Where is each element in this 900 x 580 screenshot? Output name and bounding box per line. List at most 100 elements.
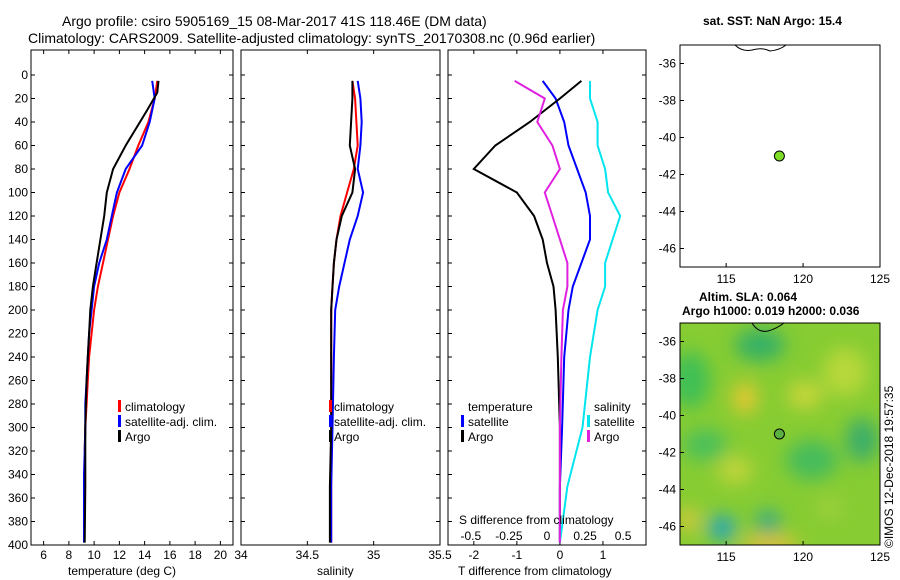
sla-y-tick-label: -46 (659, 520, 677, 534)
legend-t-satellite: satellite (468, 415, 509, 429)
y-tick-label: 220 (8, 327, 28, 341)
legend-swatch (329, 430, 332, 442)
sla-blob (756, 510, 780, 534)
sla-blob (717, 456, 753, 484)
sla-x-tick-label: 115 (717, 550, 736, 564)
legend-swatch (461, 430, 464, 442)
sst-map-plot: 115 120 125 -36 -38 -40 -42 -44 -46 (659, 57, 891, 287)
difference-plot: -2 -1 0 1 -0.5 -0.25 0 0.25 0.5 (448, 50, 646, 562)
s-diff-tick-label: 0.25 (573, 529, 597, 543)
series-line-t-satellite (541, 80, 591, 543)
sla-map-title2: Argo h1000: 0.019 h2000: 0.036 (682, 304, 860, 318)
sst-y-tick-label: -38 (659, 94, 677, 108)
sst-y-tick-label: -40 (659, 131, 677, 145)
legend-swatch (587, 415, 590, 427)
coastline (751, 323, 785, 332)
sla-blob (680, 508, 700, 532)
y-tick-label: 80 (15, 162, 29, 176)
legend-swatch (118, 430, 121, 442)
argo-position-marker (773, 428, 785, 440)
series-line-s-satellite (558, 80, 622, 543)
series-line-satellite-adj-clim- (330, 80, 365, 543)
y-tick-label: 120 (8, 209, 28, 223)
y-tick-label: 320 (8, 444, 28, 458)
x-tick-label: 12 (113, 548, 127, 562)
x-tick-label: -2 (468, 548, 479, 562)
sla-x-tick-label: 120 (793, 550, 813, 564)
legend-swatch (461, 415, 464, 427)
s-diff-tick-label: -0.5 (461, 529, 482, 543)
y-tick-label: 0 (21, 68, 28, 82)
y-tick-label: 360 (8, 491, 28, 505)
legend-t-argo: Argo (468, 430, 494, 444)
temperature-panel (30, 49, 234, 546)
sla-blob (846, 418, 878, 462)
x-tick-label: 0 (557, 548, 564, 562)
sla-y-tick-label: -40 (659, 409, 677, 423)
sst-x-tick-label: 115 (717, 272, 736, 286)
sla-y-tick-label: -44 (659, 483, 677, 497)
x-tick-label: 6 (40, 548, 47, 562)
sla-blob (683, 429, 727, 461)
x-tick-label: 34.5 (296, 548, 320, 562)
sla-map-title1: Altim. SLA: 0.064 (699, 290, 797, 304)
sla-blobs (680, 329, 878, 545)
salinity-xlabel: salinity (317, 564, 354, 578)
legend-argo: Argo (125, 430, 151, 444)
y-tick-label: 140 (8, 233, 28, 247)
y-tick-label: 100 (8, 186, 28, 200)
y-tick-label: 260 (8, 374, 28, 388)
salinity-legend: climatology satellite-adj. clim. Argo (329, 400, 426, 444)
legend-swatch (587, 430, 590, 442)
series-line-argo (83, 80, 160, 543)
legend-climatology: climatology (334, 400, 394, 414)
y-tick-label: 40 (15, 115, 29, 129)
s-diff-xlabel: S difference from climatology (459, 513, 614, 527)
legend-argo: Argo (334, 430, 360, 444)
t-diff-xlabel: T difference from climatology (458, 564, 612, 578)
sla-heatmap (680, 323, 880, 545)
legend-salinity-header: salinity (594, 400, 631, 414)
x-tick-label: 14 (138, 548, 152, 562)
x-tick-label: 18 (188, 548, 202, 562)
y-tick-label: 380 (8, 515, 28, 529)
sla-blob (816, 496, 844, 520)
y-tick-label: 280 (8, 397, 28, 411)
legend-swatch (118, 400, 121, 412)
sst-map-coast (734, 45, 787, 52)
legend-climatology: climatology (125, 400, 185, 414)
sla-blob (786, 440, 838, 480)
x-tick-label: 34 (234, 548, 248, 562)
sla-y-tick-label: -36 (659, 335, 677, 349)
y-tick-label: 300 (8, 421, 28, 435)
sst-y-tick-label: -46 (659, 242, 677, 256)
salinity-plot: 34 34.5 35 35.5 (234, 50, 452, 562)
x-tick-label: 16 (163, 548, 177, 562)
y-tick-label: 200 (8, 303, 28, 317)
sst-x-tick-label: 125 (870, 272, 890, 286)
sla-blob (735, 329, 785, 361)
difference-panel (447, 49, 647, 546)
x-tick-label: 35 (367, 548, 381, 562)
sst-y-tick-label: -42 (659, 168, 677, 182)
sst-map-title: sat. SST: NaN Argo: 15.4 (703, 14, 842, 28)
temperature-xlabel: temperature (deg C) (68, 564, 176, 578)
argo-position-marker (773, 150, 785, 162)
sla-blob (740, 536, 800, 545)
x-tick-label: 10 (87, 548, 101, 562)
title-line1: Argo profile: csiro 5905169_15 08-Mar-20… (62, 13, 487, 29)
x-tick-label: 8 (66, 548, 73, 562)
sst-x-tick-label: 120 (793, 272, 813, 286)
sla-blob (787, 381, 823, 409)
salinity-panel (240, 49, 441, 546)
temperature-plot: 0 20 40 60 80 100 120 140 160 180 200 220 240 260 280 3… (8, 50, 233, 562)
sla-blob (823, 348, 867, 396)
sla-blob (680, 352, 710, 408)
series-line-climatology (83, 80, 159, 452)
legend-s-satellite: satellite (594, 415, 635, 429)
coastline (734, 45, 787, 52)
sla-y-tick-label: -38 (659, 372, 677, 386)
x-tick-label: -1 (512, 548, 523, 562)
sla-y-tick-label: -42 (659, 446, 677, 460)
